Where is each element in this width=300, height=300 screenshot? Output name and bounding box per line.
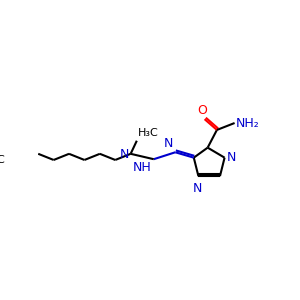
Text: NH₂: NH₂ — [236, 116, 260, 130]
Text: N: N — [193, 182, 202, 195]
Text: O: O — [197, 104, 207, 117]
Text: N: N — [227, 151, 236, 164]
Text: H₃C: H₃C — [138, 128, 159, 138]
Text: NH: NH — [133, 161, 152, 174]
Text: H₃C: H₃C — [0, 155, 6, 165]
Text: N: N — [120, 148, 129, 161]
Text: N: N — [164, 137, 173, 150]
